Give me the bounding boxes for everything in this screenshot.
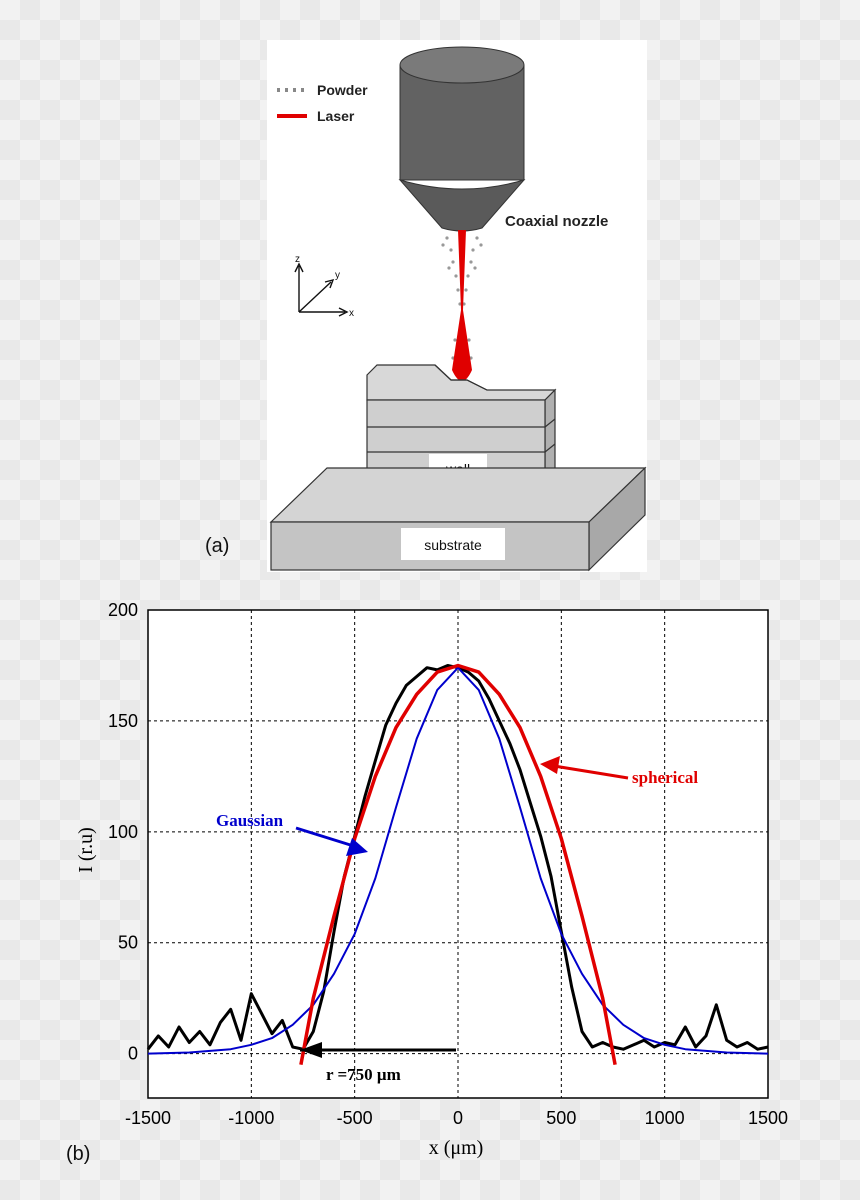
- nozzle-top: [399, 46, 525, 84]
- axis-x-label: x: [349, 308, 354, 319]
- powder-legend-label: Powder: [317, 82, 368, 98]
- laser-legend-label: Laser: [317, 108, 355, 124]
- x-tick-label: 1000: [645, 1108, 685, 1128]
- powder-stream: [441, 236, 483, 360]
- series-group: [146, 663, 769, 1066]
- gaussian-arrow-head: [346, 838, 368, 856]
- coaxial-nozzle: [398, 46, 526, 232]
- x-tick-label: 500: [546, 1108, 576, 1128]
- x-tick-label: 0: [453, 1108, 463, 1128]
- legend: Powder Laser: [277, 82, 368, 124]
- series-gaussian-line: [147, 666, 769, 1055]
- x-tick-label: -500: [337, 1108, 373, 1128]
- axis-y-label: y: [335, 270, 340, 281]
- spherical-arrow-line: [547, 763, 629, 780]
- axis-z-label: z: [295, 254, 300, 265]
- schematic-drawing: Powder Laser Coaxial nozzle: [269, 46, 647, 572]
- spherical-arrow-head: [540, 756, 560, 774]
- y-tick-label: 100: [108, 822, 138, 842]
- nozzle-cone: [398, 179, 526, 232]
- axes-glyph: [294, 262, 349, 317]
- tick-labels: -1500 -1000 -500 0 500 1000 1500 0 50 100 150 200: [108, 600, 788, 1128]
- substrate-label-box: [401, 528, 505, 560]
- radius-arrow-head: [300, 1042, 322, 1058]
- y-tick-label: 200: [108, 600, 138, 620]
- radius-annotation: r =750 μm: [326, 1065, 401, 1084]
- x-axis-label: x (μm): [429, 1137, 484, 1159]
- schematic-panel: Powder Laser Coaxial nozzle: [267, 40, 647, 572]
- x-tick-label: -1500: [125, 1108, 171, 1128]
- gaussian-arrow-line: [295, 826, 361, 850]
- y-axis-label: I (r.u): [75, 827, 97, 873]
- plot-area: [147, 609, 769, 1099]
- spherical-annotation: spherical: [632, 768, 698, 787]
- gaussian-annotation: Gaussian: [216, 811, 284, 830]
- laser-beam: [452, 230, 472, 381]
- substrate-label: substrate: [424, 537, 482, 553]
- grid: [148, 610, 768, 1098]
- x-tick-label: -1000: [228, 1108, 274, 1128]
- y-tick-label: 50: [118, 933, 138, 953]
- y-tick-label: 150: [108, 711, 138, 731]
- series-spherical-line: [299, 663, 617, 1066]
- x-tick-label: 1500: [748, 1108, 788, 1128]
- nozzle-label: Coaxial nozzle: [505, 213, 608, 230]
- y-tick-label: 0: [128, 1044, 138, 1064]
